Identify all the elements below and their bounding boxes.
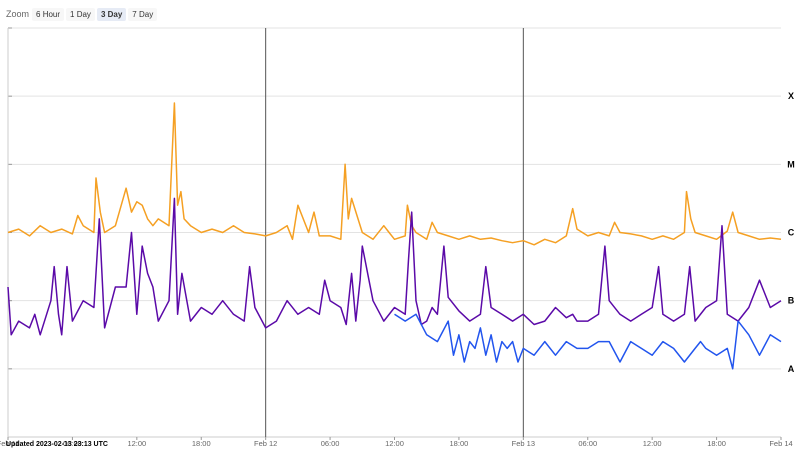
zoom-6-hour-button[interactable]: 6 Hour — [32, 7, 65, 21]
x-tick-label: 06:00 — [321, 439, 340, 448]
series-line-blue — [394, 313, 782, 370]
flare-class-label-b: B — [788, 296, 795, 306]
x-tick-label: 18:00 — [450, 439, 469, 448]
x-tick-label: 12:00 — [385, 439, 404, 448]
flare-class-label-x: X — [788, 91, 794, 101]
flare-class-label-m: M — [787, 159, 795, 169]
x-tick-label: Feb 12 — [254, 439, 277, 448]
x-tick-label: Feb 14 — [769, 439, 792, 448]
zoom-7-day-button[interactable]: 7 Day — [128, 7, 158, 21]
updated-timestamp: Updated 2023-02-13 23:13 UTC — [6, 441, 108, 448]
zoom-label: Zoom — [6, 9, 30, 19]
flare-class-label-a: A — [788, 364, 795, 374]
x-tick-label: Feb 11 — [0, 439, 19, 448]
zoom-toolbar: Zoom 6 Hour 1 Day 3 Day 7 Day — [6, 6, 159, 22]
zoom-1-day-button[interactable]: 1 Day — [66, 7, 95, 21]
x-tick-label: 18:00 — [192, 439, 211, 448]
x-tick-label: 12:00 — [643, 439, 662, 448]
x-tick-label: 18:00 — [707, 439, 726, 448]
x-tick-label: 12:00 — [127, 439, 146, 448]
x-tick-label: Feb 13 — [512, 439, 535, 448]
x-tick-label: 06:00 — [63, 439, 82, 448]
zoom-3-day-button[interactable]: 3 Day — [96, 7, 127, 21]
series-line-orange — [7, 102, 782, 246]
series-line-purple — [7, 197, 782, 336]
flare-class-label-c: C — [788, 228, 795, 238]
x-tick-label: 06:00 — [578, 439, 597, 448]
